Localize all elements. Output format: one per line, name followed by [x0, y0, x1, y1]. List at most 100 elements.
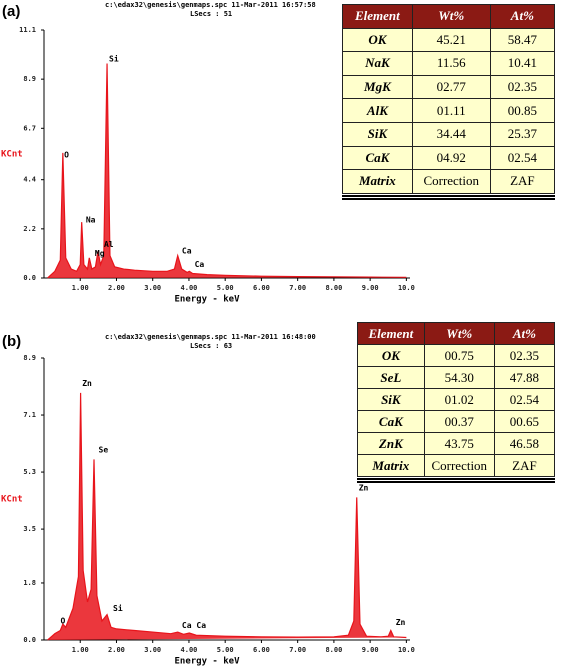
table: Element Wt% At% OK 45.21 58.47 NaK 11.56 10.41 Mg… [342, 4, 556, 194]
cell: 43.75 [423, 432, 495, 455]
cell: 02.35 [493, 344, 556, 367]
peak-label: Ca [195, 260, 205, 269]
cell: OK [342, 27, 413, 53]
x-axis-label: Energy - keV [174, 295, 240, 305]
x-tick-label: 8.00 [325, 284, 342, 292]
cell: Matrix [342, 169, 413, 194]
y-tick-label: 4.4 [23, 176, 36, 184]
cell: SeL [357, 366, 425, 389]
x-tick-label: 6.00 [253, 284, 270, 292]
y-tick-label: 8.9 [23, 75, 36, 83]
live-seconds: LSecs : 63 [190, 342, 232, 350]
peak-label: O [64, 151, 69, 160]
cell: 54.30 [423, 366, 495, 389]
cell: 25.37 [489, 121, 556, 147]
cell: 47.88 [493, 366, 556, 389]
cell: 01.11 [411, 98, 491, 123]
x-tick-label: 1.00 [72, 646, 89, 654]
y-tick-label: 2.2 [23, 225, 36, 233]
peak-label: Mg [95, 249, 105, 258]
y-tick-label: 8.9 [23, 354, 36, 362]
peak-label: Ca [182, 621, 192, 630]
y-tick-label: 0.0 [23, 636, 36, 644]
y-tick-label: 11.1 [19, 26, 36, 34]
y-tick-label: 1.8 [23, 579, 36, 587]
x-tick-label: 4.00 [181, 284, 198, 292]
spectrum [47, 63, 407, 279]
y-tick-label: 3.5 [23, 525, 36, 533]
cell: 11.56 [411, 51, 491, 76]
cell: Matrix [357, 454, 425, 477]
x-tick-label: 8.00 [325, 646, 342, 654]
cell: 04.92 [411, 145, 491, 171]
cell: ZAF [489, 169, 556, 194]
header-cell: At% [493, 322, 556, 345]
cell: 01.02 [423, 388, 495, 411]
y-tick-label: 0.0 [23, 274, 36, 282]
header-cell: Wt% [423, 322, 495, 345]
x-tick-label: 7.00 [289, 284, 306, 292]
x-tick-label: 1.00 [72, 284, 89, 292]
element-table: Element Wt% At% OK 45.21 58.47 NaK 11.56 10.41 Mg… [342, 4, 556, 200]
header-cell: At% [489, 4, 556, 29]
cell: ZAF [493, 454, 556, 477]
table: Element Wt% At% OK 00.75 02.35 SeL 54.30 47.88 Si… [357, 322, 556, 477]
panel-label: (a) [2, 3, 20, 20]
live-seconds: LSecs : 51 [190, 10, 232, 18]
peak-label: Ca [196, 621, 206, 630]
y-axis-label: KCnt [1, 150, 23, 160]
cell: 45.21 [411, 27, 491, 53]
cell: 00.85 [489, 98, 556, 123]
x-tick-label: 7.00 [289, 646, 306, 654]
panel-label: (b) [2, 333, 21, 350]
element-table: Element Wt% At% OK 00.75 02.35 SeL 54.30 47.88 Si… [357, 322, 556, 483]
cell: AlK [342, 98, 413, 123]
peak-label: Si [109, 54, 119, 64]
cell: 00.65 [493, 410, 556, 433]
peak-label: Se [99, 445, 109, 454]
x-tick-label: 10.0 [398, 646, 415, 654]
cell: 02.54 [489, 145, 556, 171]
x-tick-label: 5.00 [217, 646, 234, 654]
cell: OK [357, 344, 425, 367]
cell: 46.58 [493, 432, 556, 455]
cell: CaK [357, 410, 425, 433]
peak-label: Zn [82, 379, 92, 388]
header-cell: Element [357, 322, 425, 345]
x-tick-label: 2.00 [108, 284, 125, 292]
peak-label: Na [86, 215, 96, 224]
x-tick-label: 9.00 [362, 646, 379, 654]
peak-label: Ca [182, 247, 192, 256]
file-header: c:\edax32\genesis\genmaps.spc 11-Mar-201… [105, 1, 316, 9]
y-tick-label: 5.3 [23, 468, 36, 476]
header-cell: Wt% [411, 4, 491, 29]
cell: 00.37 [423, 410, 495, 433]
cell: Correction [423, 454, 495, 477]
peak-label: Zn [359, 483, 369, 492]
x-axis-label: Energy - keV [174, 657, 240, 667]
x-tick-label: 3.00 [144, 284, 161, 292]
x-tick-label: 10.0 [398, 284, 415, 292]
cell: MgK [342, 74, 413, 100]
spectrum [47, 392, 407, 641]
cell: SiK [342, 121, 413, 147]
x-tick-label: 3.00 [144, 646, 161, 654]
y-axis-label: KCnt [1, 495, 23, 505]
peak-label: Si [113, 603, 123, 613]
cell: 02.35 [489, 74, 556, 100]
cell: Correction [411, 169, 491, 194]
cell: 00.75 [423, 344, 495, 367]
x-tick-label: 2.00 [108, 646, 125, 654]
cell: 34.44 [411, 121, 491, 147]
peak-label: Zn [396, 618, 406, 627]
cell: SiK [357, 388, 425, 411]
cell: NaK [342, 51, 413, 76]
file-header: c:\edax32\genesis\genmaps.spc 11-Mar-201… [105, 333, 316, 341]
x-tick-label: 5.00 [217, 284, 234, 292]
cell: ZnK [357, 432, 425, 455]
header-cell: Element [342, 4, 413, 29]
cell: 02.77 [411, 74, 491, 100]
x-tick-label: 9.00 [362, 284, 379, 292]
